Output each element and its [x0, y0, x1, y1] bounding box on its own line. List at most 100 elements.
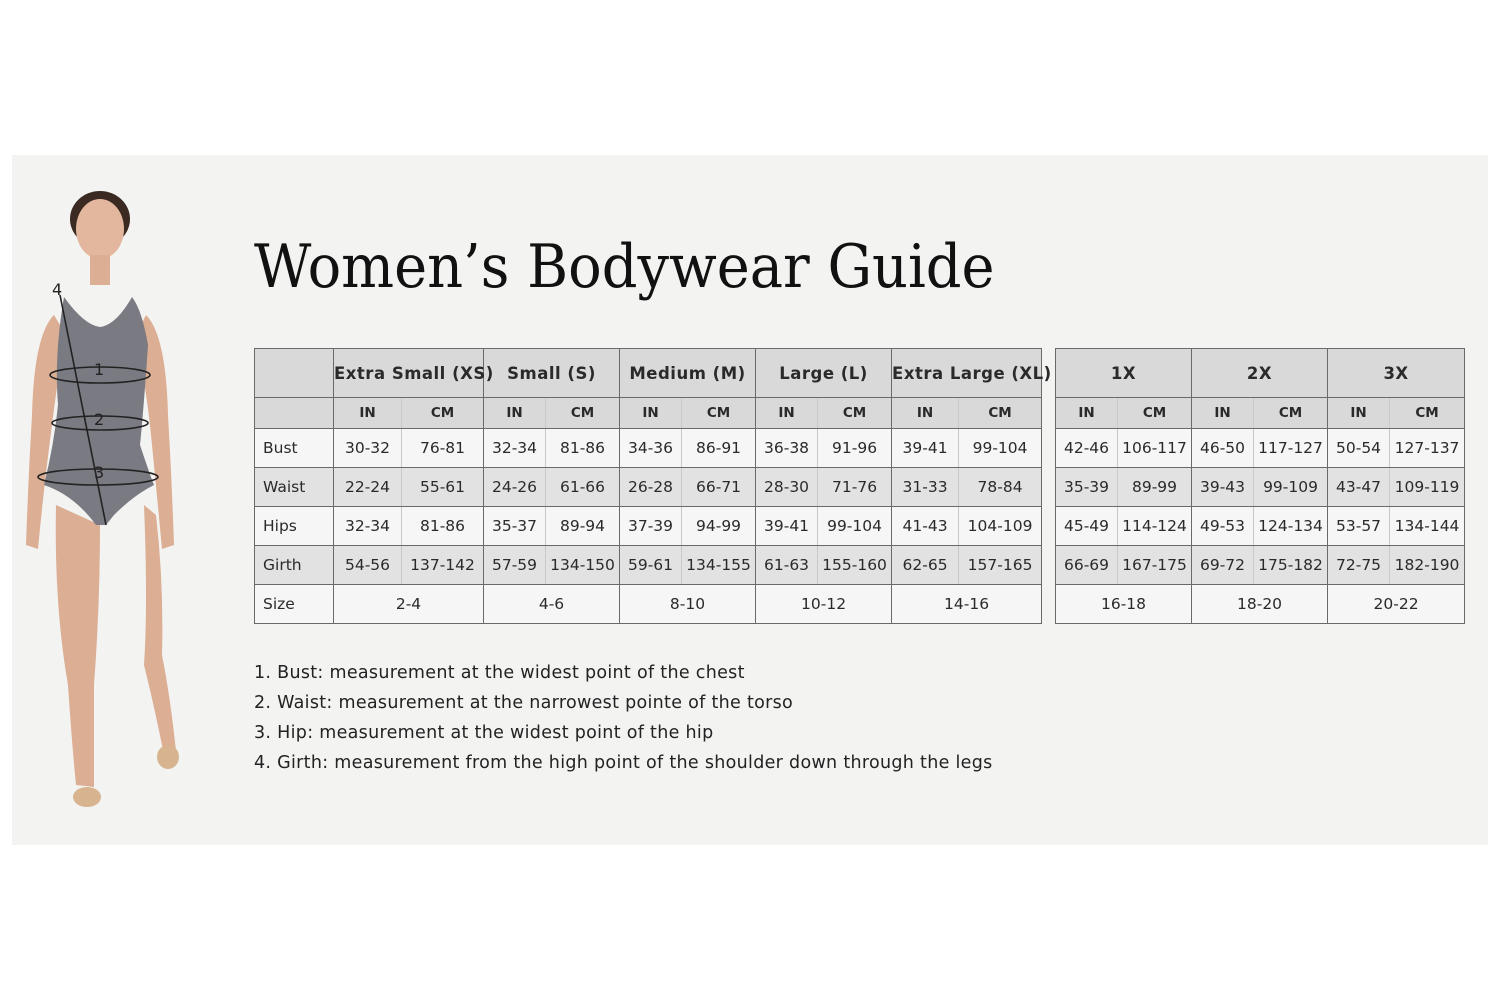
- size-header: 2X: [1191, 348, 1329, 398]
- bust-cm-cell: 91-96: [817, 428, 893, 468]
- table-row-girth: 66-69 167-175 69-72 175-182 72-75 182-190: [1055, 545, 1466, 585]
- note-waist: 2. Waist: measurement at the narrowest p…: [254, 693, 794, 713]
- waist-cm-cell: 71-76: [817, 467, 893, 507]
- hips-in-cell: 41-43: [891, 506, 960, 546]
- hips-in-cell: 49-53: [1191, 506, 1255, 546]
- unit-in-header: IN: [483, 397, 546, 429]
- bust-in-cell: 30-32: [333, 428, 402, 468]
- waist-in-cell: 39-43: [1191, 467, 1255, 507]
- girth-cm-cell: 155-160: [817, 545, 893, 585]
- bust-cm-cell: 117-127: [1253, 428, 1329, 468]
- unit-in-header: IN: [891, 397, 960, 429]
- waist-cm-cell: 78-84: [958, 467, 1043, 507]
- waist-in-cell: 35-39: [1055, 467, 1118, 507]
- row-label: Waist: [254, 467, 334, 507]
- note-hip: 3. Hip: measurement at the widest point …: [254, 723, 714, 743]
- girth-in-cell: 59-61: [619, 545, 683, 585]
- table-row-hips: 45-49 114-124 49-53 124-134 53-57 134-144: [1055, 506, 1466, 546]
- note-bust: 1. Bust: measurement at the widest point…: [254, 663, 745, 683]
- bust-cm-cell: 86-91: [681, 428, 757, 468]
- bust-cm-cell: 106-117: [1116, 428, 1193, 468]
- size-cell: 16-18: [1054, 584, 1193, 624]
- size-table-plus: 1X 2X 3X IN CM IN CM IN CM 42-46 106-117 46-50 117-1…: [1054, 348, 1466, 624]
- size-header: Extra Large (XL): [891, 348, 1051, 398]
- row-label: Bust: [254, 428, 334, 468]
- corner-cell: [254, 397, 334, 429]
- bust-in-cell: 42-46: [1055, 428, 1118, 468]
- size-header: Small (S): [482, 348, 621, 398]
- hips-cm-cell: 134-144: [1389, 506, 1466, 546]
- girth-in-cell: 69-72: [1191, 545, 1255, 585]
- bust-in-cell: 39-41: [891, 428, 960, 468]
- waist-cm-cell: 66-71: [681, 467, 757, 507]
- model-figure: 1 2 3 4: [26, 191, 179, 807]
- unit-cm-header: CM: [544, 397, 621, 429]
- girth-in-cell: 54-56: [333, 545, 402, 585]
- unit-cm-header: CM: [401, 397, 484, 429]
- marker-4: 4: [52, 280, 62, 299]
- size-cell: 10-12: [755, 584, 893, 624]
- hips-cm-cell: 94-99: [681, 506, 757, 546]
- girth-cm-cell: 157-165: [958, 545, 1043, 585]
- unit-cm-header: CM: [681, 397, 757, 429]
- girth-cm-cell: 182-190: [1389, 545, 1466, 585]
- girth-cm-cell: 175-182: [1253, 545, 1329, 585]
- girth-in-cell: 66-69: [1055, 545, 1118, 585]
- girth-in-cell: 61-63: [755, 545, 819, 585]
- girth-cm-cell: 134-150: [544, 545, 621, 585]
- unit-cm-header: CM: [1253, 397, 1329, 429]
- bust-in-cell: 32-34: [483, 428, 546, 468]
- hips-cm-cell: 114-124: [1116, 506, 1193, 546]
- table-row-bust: 42-46 106-117 46-50 117-127 50-54 127-137: [1055, 428, 1466, 468]
- size-header: Medium (M): [619, 348, 757, 398]
- size-cell: 4-6: [482, 584, 621, 624]
- unit-cm-header: CM: [1389, 397, 1466, 429]
- hips-in-cell: 32-34: [333, 506, 402, 546]
- page-title: Women’s Bodywear Guide: [254, 232, 995, 302]
- size-cell: 14-16: [891, 584, 1043, 624]
- girth-cm-cell: 167-175: [1116, 545, 1193, 585]
- hips-in-cell: 53-57: [1327, 506, 1391, 546]
- bust-in-cell: 34-36: [619, 428, 683, 468]
- unit-cm-header: CM: [1116, 397, 1193, 429]
- size-header: 3X: [1327, 348, 1466, 398]
- hips-in-cell: 39-41: [755, 506, 819, 546]
- row-label: Size: [254, 584, 334, 624]
- bust-cm-cell: 81-86: [544, 428, 621, 468]
- size-header: Large (L): [755, 348, 893, 398]
- waist-cm-cell: 109-119: [1389, 467, 1466, 507]
- table-row-size: 16-18 18-20 20-22: [1054, 584, 1466, 624]
- size-cell: 18-20: [1191, 584, 1329, 624]
- girth-cm-cell: 134-155: [681, 545, 757, 585]
- bust-cm-cell: 99-104: [958, 428, 1043, 468]
- waist-in-cell: 31-33: [891, 467, 960, 507]
- size-table-standard: Extra Small (XS) Small (S) Medium (M) Large…: [254, 348, 1051, 624]
- bust-cm-cell: 127-137: [1389, 428, 1466, 468]
- hips-in-cell: 37-39: [619, 506, 683, 546]
- row-label: Hips: [254, 506, 334, 546]
- unit-in-header: IN: [755, 397, 819, 429]
- note-girth: 4. Girth: measurement from the high poin…: [254, 753, 993, 773]
- hips-in-cell: 45-49: [1055, 506, 1118, 546]
- bust-in-cell: 50-54: [1327, 428, 1391, 468]
- girth-in-cell: 62-65: [891, 545, 960, 585]
- table-row-size: Size 2-4 4-6 8-10 10-12 14-16: [254, 584, 1043, 624]
- waist-in-cell: 22-24: [333, 467, 402, 507]
- waist-in-cell: 43-47: [1327, 467, 1391, 507]
- hips-cm-cell: 89-94: [544, 506, 621, 546]
- unit-cm-header: CM: [817, 397, 893, 429]
- corner-cell: [254, 348, 334, 398]
- hips-cm-cell: 124-134: [1253, 506, 1329, 546]
- marker-1: 1: [94, 360, 104, 379]
- waist-cm-cell: 61-66: [544, 467, 621, 507]
- waist-cm-cell: 55-61: [401, 467, 484, 507]
- girth-cm-cell: 137-142: [401, 545, 484, 585]
- bust-in-cell: 36-38: [755, 428, 819, 468]
- unit-cm-header: CM: [958, 397, 1043, 429]
- unit-in-header: IN: [1191, 397, 1255, 429]
- table-row-hips: Hips 32-34 81-86 35-37 89-94 37-39 94-99 39-41 9…: [254, 506, 1043, 546]
- hips-cm-cell: 99-104: [817, 506, 893, 546]
- unit-in-header: IN: [1327, 397, 1391, 429]
- table-row-girth: Girth 54-56 137-142 57-59 134-150 59-61 134-15…: [254, 545, 1043, 585]
- waist-cm-cell: 89-99: [1116, 467, 1193, 507]
